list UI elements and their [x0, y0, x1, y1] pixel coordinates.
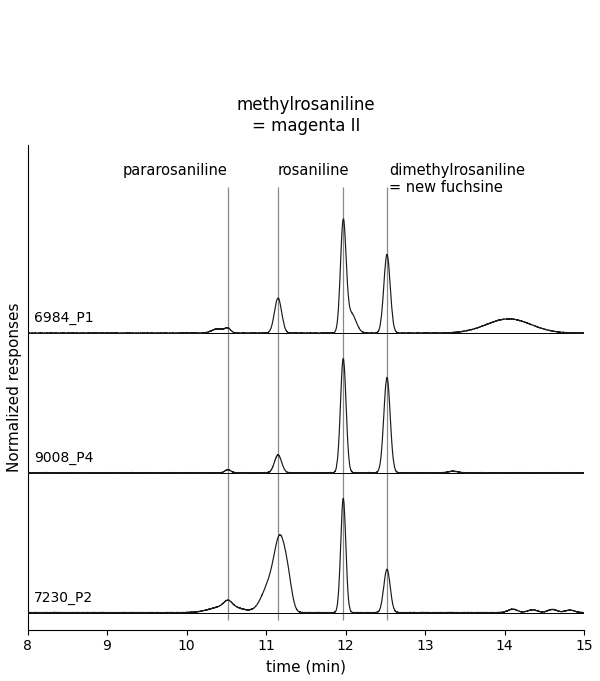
Text: rosaniline: rosaniline [278, 163, 350, 178]
Text: dimethylrosaniline
= new fuchsine: dimethylrosaniline = new fuchsine [389, 163, 526, 195]
Text: pararosaniline: pararosaniline [123, 163, 228, 178]
Text: 7230_P2: 7230_P2 [34, 590, 93, 605]
X-axis label: time (min): time (min) [266, 659, 346, 674]
Text: methylrosaniline
= magenta II: methylrosaniline = magenta II [236, 96, 375, 135]
Text: 9008_P4: 9008_P4 [34, 451, 93, 465]
Y-axis label: Normalized responses: Normalized responses [7, 302, 22, 472]
Text: 6984_P1: 6984_P1 [34, 311, 94, 325]
